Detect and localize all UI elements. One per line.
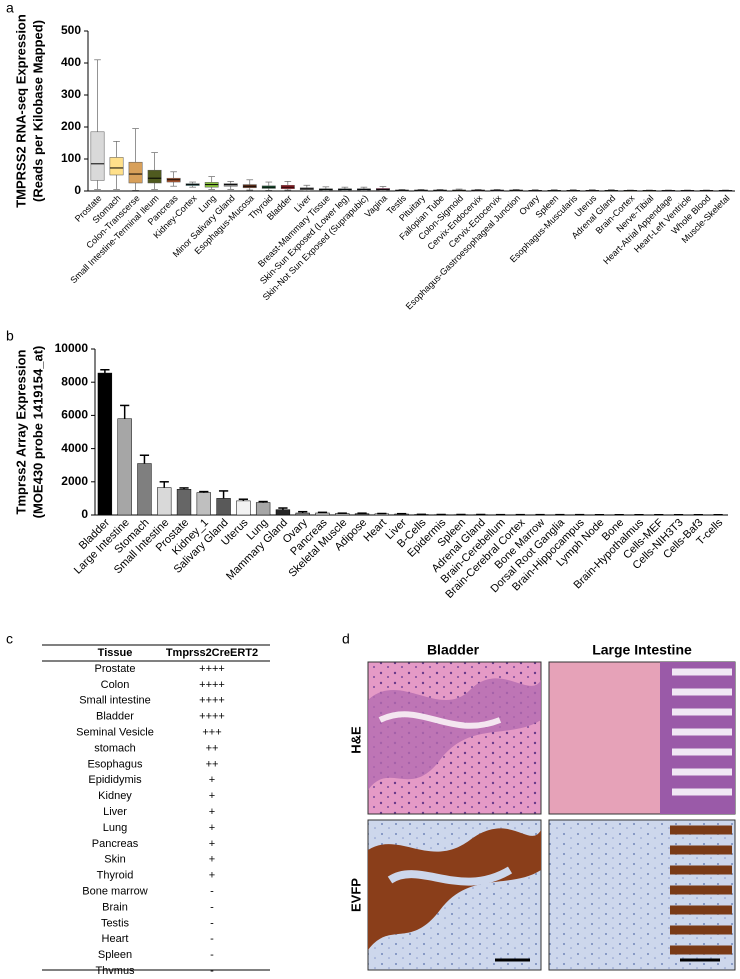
table-header: Tmprss2CreERT2: [166, 647, 258, 659]
bar: [157, 488, 171, 515]
table-cell: +: [209, 790, 215, 802]
y-tick-label: 6000: [61, 408, 88, 422]
table-cell: ++: [206, 758, 219, 770]
table-cell: Prostate: [95, 663, 136, 675]
y-axis-title: TMPRSS2 RNA-seq Expression: [13, 14, 28, 208]
bar: [236, 501, 250, 515]
table-cell: Pancreas: [92, 838, 139, 850]
y-tick-label: 8000: [61, 374, 88, 388]
table-cell: -: [210, 949, 214, 961]
y-axis-title: (Reads per Kilobase Mapped): [30, 20, 45, 202]
table-cell: Epididymis: [88, 774, 142, 786]
table-cell: +: [209, 822, 215, 834]
y-tick-label: 4000: [61, 441, 88, 455]
box: [110, 157, 123, 175]
bar: [138, 464, 152, 515]
table-cell: ++++: [199, 663, 225, 675]
row-label: H&E: [348, 726, 363, 754]
bar: [217, 498, 231, 515]
y-tick-label: 300: [61, 87, 81, 101]
table-cell: -: [210, 917, 214, 929]
table-cell: ++++: [199, 679, 225, 691]
y-tick-label: 500: [61, 23, 81, 37]
table-cell: Colon: [101, 679, 130, 691]
box: [91, 132, 104, 181]
table-cell: Bladder: [96, 711, 134, 723]
table-cell: +: [209, 854, 215, 866]
bar: [296, 513, 310, 515]
table-cell: Liver: [103, 806, 127, 818]
y-tick-label: 0: [74, 183, 81, 197]
table-cell: ++++: [199, 711, 225, 723]
table-cell: +: [209, 838, 215, 850]
table-cell: Skin: [104, 854, 125, 866]
y-tick-label: 200: [61, 119, 81, 133]
y-tick-label: 2000: [61, 474, 88, 488]
histology-images: [368, 662, 735, 970]
panel-label: a: [6, 0, 14, 16]
y-tick-label: 400: [61, 55, 81, 69]
box: [129, 162, 142, 183]
table-cell: -: [210, 901, 214, 913]
bar: [256, 503, 270, 515]
y-tick-label: 10000: [55, 341, 89, 355]
row-label: EVFP: [348, 878, 363, 912]
y-tick-label: 0: [81, 507, 88, 521]
bar: [316, 513, 330, 515]
table-cell: stomach: [94, 742, 136, 754]
panel-label: d: [342, 631, 350, 647]
table-cell: Small intestine: [79, 695, 151, 707]
table-cell: Thyroid: [97, 870, 134, 882]
table-cell: Brain: [102, 901, 128, 913]
table-cell: ++: [206, 742, 219, 754]
table-cell: ++++: [199, 695, 225, 707]
x-tick-label: Heart: [361, 517, 389, 545]
table-cell: +: [209, 870, 215, 882]
table-cell: Lung: [103, 822, 127, 834]
table-cell: Bone marrow: [82, 886, 147, 898]
table-cell: -: [210, 933, 214, 945]
table-header: Tissue: [98, 647, 133, 659]
bar: [177, 489, 191, 515]
table-cell: Spleen: [98, 949, 132, 961]
table-cell: +++: [202, 727, 221, 739]
table-cell: +: [209, 806, 215, 818]
table-cell: Heart: [102, 933, 129, 945]
table-cell: Kidney: [98, 790, 132, 802]
y-tick-label: 100: [61, 151, 81, 165]
table-cell: Testis: [101, 917, 130, 929]
y-axis-title: Tmprss2 Array Expression: [13, 349, 28, 514]
bar: [197, 493, 211, 515]
table-cell: Seminal Vesicle: [76, 727, 154, 739]
bar: [118, 419, 132, 515]
column-label: Bladder: [427, 642, 480, 658]
box: [148, 170, 161, 183]
table-cell: Esophagus: [87, 758, 143, 770]
table-cell: +: [209, 774, 215, 786]
bar: [98, 373, 112, 515]
column-label: Large Intestine: [592, 642, 692, 658]
bar: [276, 510, 290, 515]
table-cell: -: [210, 886, 214, 898]
y-axis-title: (MOE430 probe 1419154_at): [30, 346, 45, 519]
panel-label: b: [6, 328, 14, 344]
panel-label: c: [6, 631, 13, 647]
